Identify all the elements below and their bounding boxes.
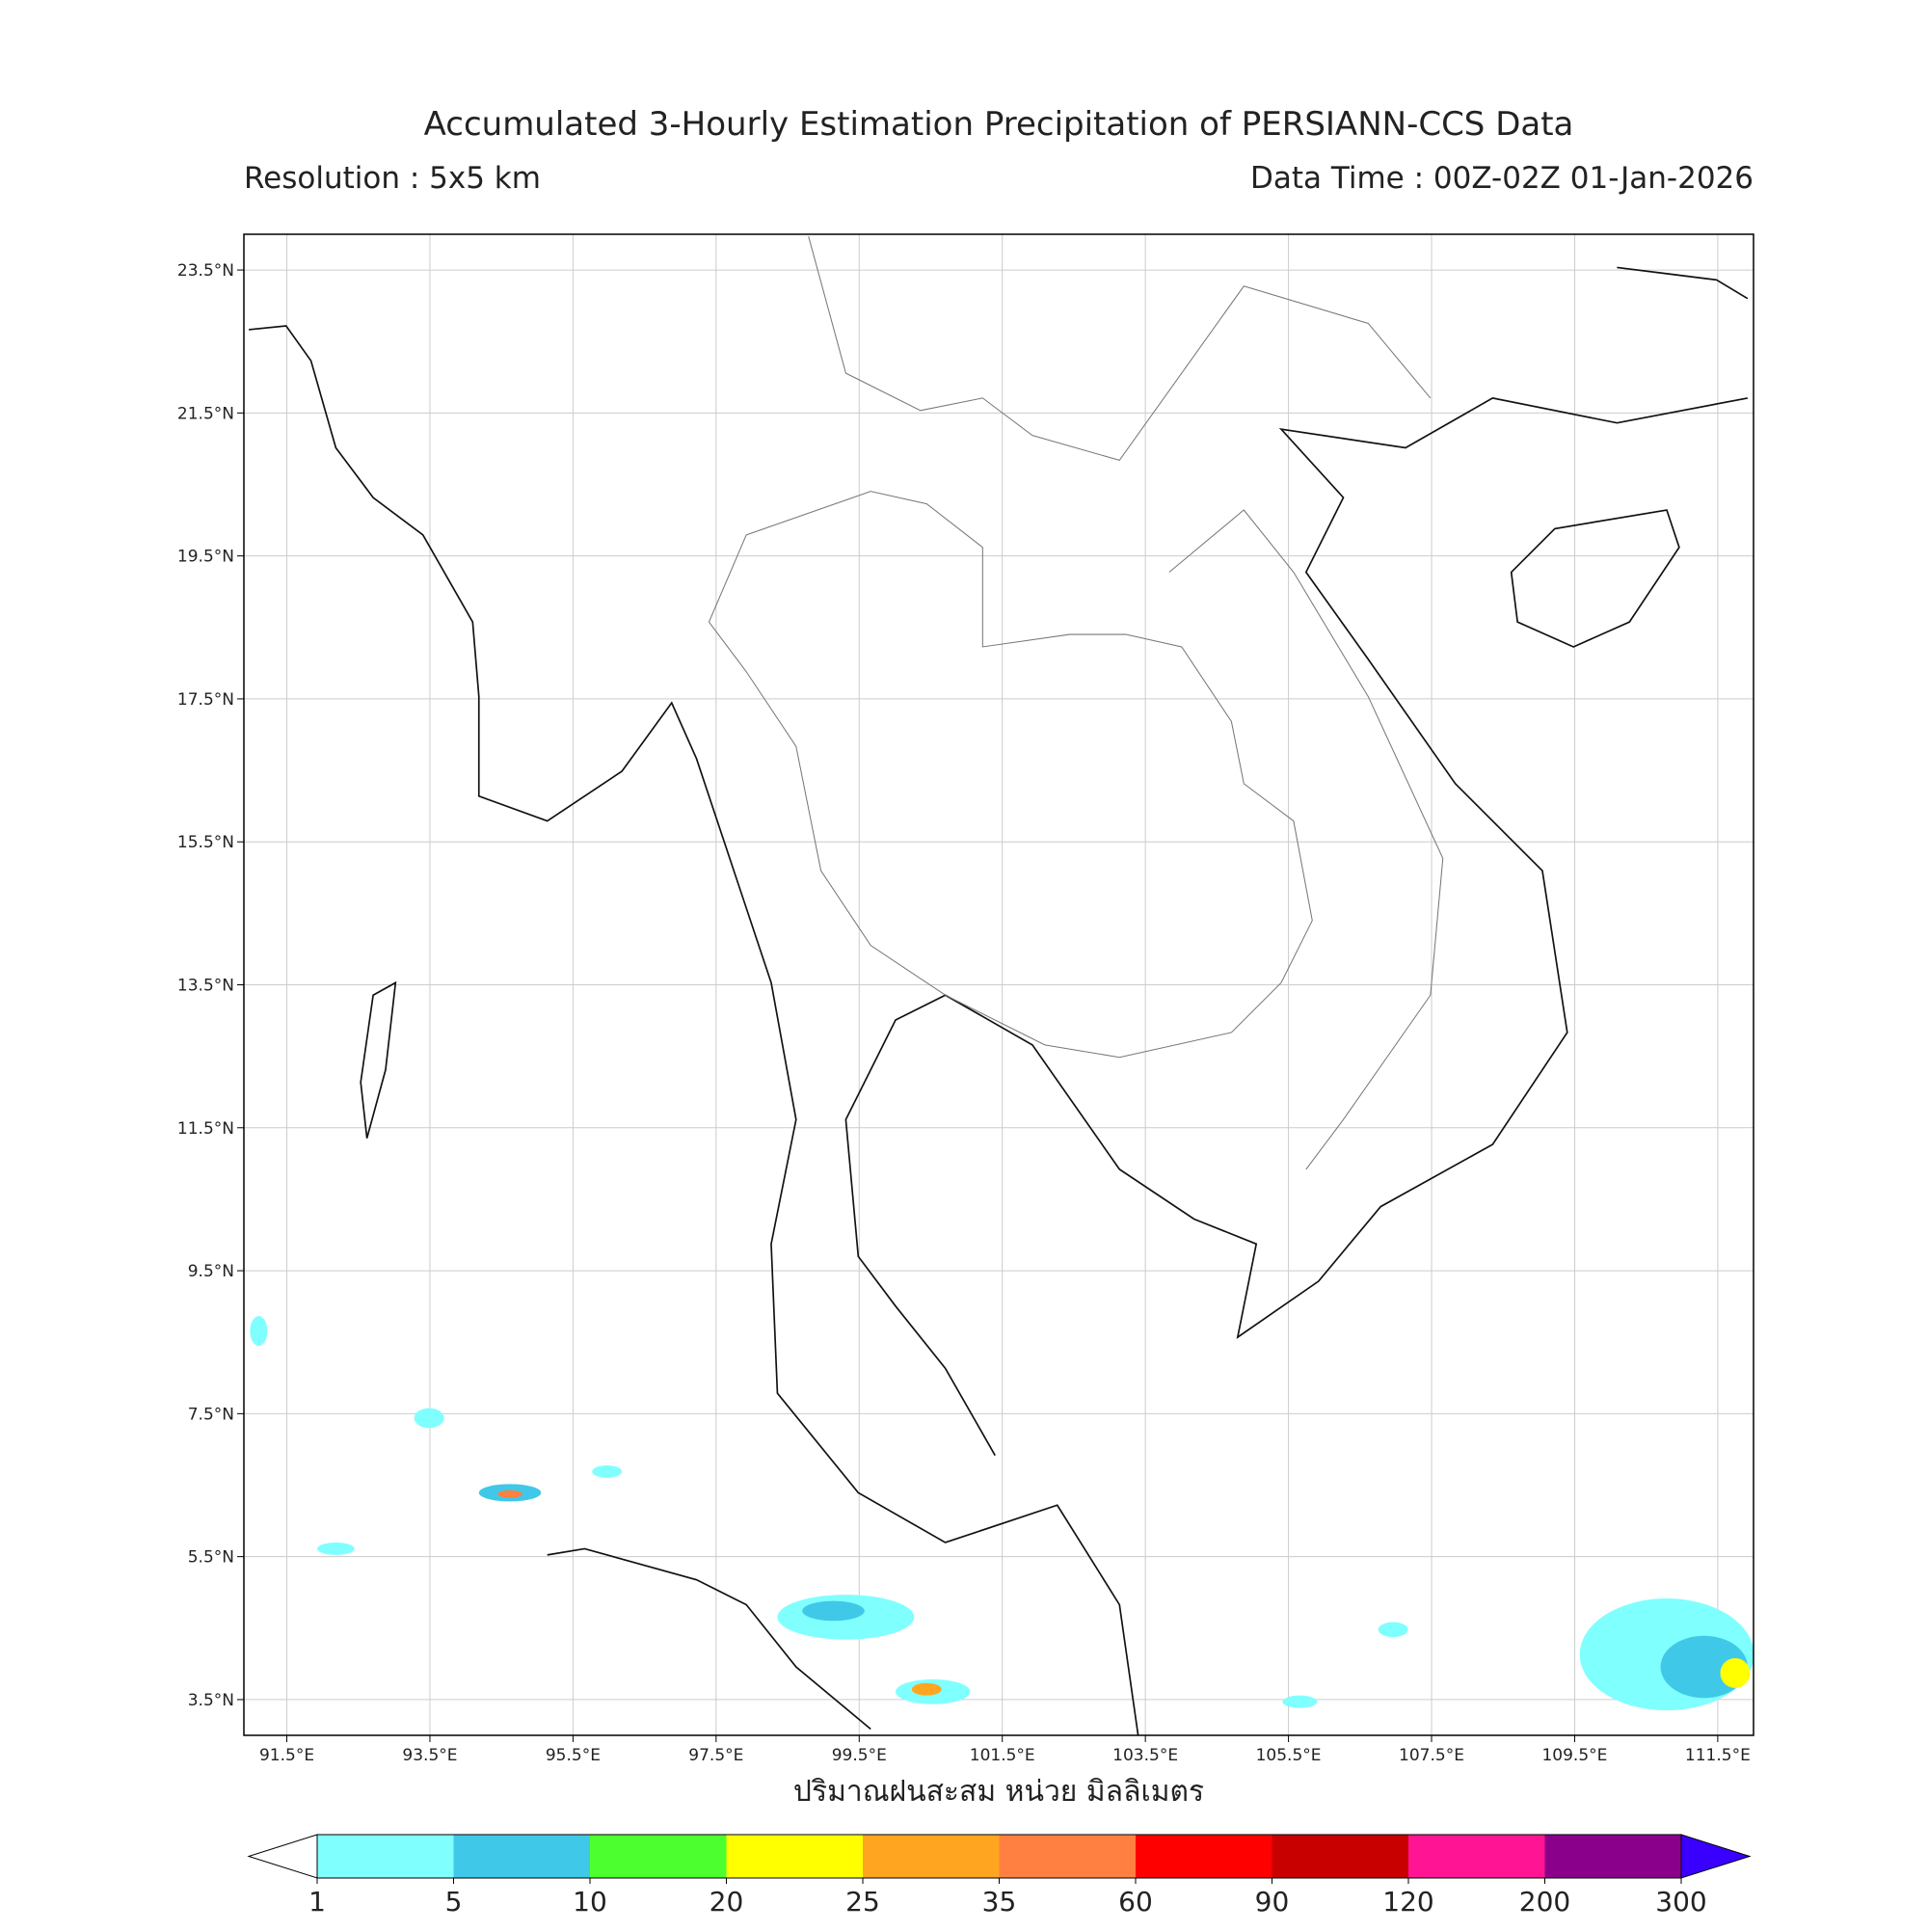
- x-tick-label: 103.5°E: [1112, 1746, 1178, 1765]
- x-tick-label: 101.5°E: [970, 1746, 1035, 1765]
- color-bin: [999, 1835, 1136, 1878]
- colorbar-label: 1: [308, 1886, 326, 1918]
- y-tick-label: 9.5°N: [188, 1262, 234, 1281]
- color-bin: [1136, 1835, 1272, 1878]
- rain-areas: [250, 1316, 1754, 1711]
- over-triangle: [1680, 1834, 1752, 1879]
- y-tick-label: 11.5°N: [177, 1119, 234, 1139]
- colorbar-label: 35: [982, 1886, 1017, 1918]
- y-tick-label: 23.5°N: [177, 261, 234, 281]
- title: Accumulated 3-Hourly Estimation Precipit…: [424, 105, 1574, 144]
- borders: [708, 236, 1444, 1170]
- color-bin: [1408, 1835, 1545, 1878]
- x-tick-label: 97.5°E: [688, 1746, 743, 1765]
- colorbar-label: 25: [845, 1886, 880, 1918]
- color-bin: [863, 1835, 1000, 1878]
- colorbar-label: 10: [573, 1886, 607, 1918]
- x-tick-label: 107.5°E: [1399, 1746, 1464, 1765]
- color-bin: [1272, 1835, 1408, 1878]
- coastlines: [248, 266, 1749, 1736]
- y-tick-label: 7.5°N: [188, 1405, 234, 1424]
- x-tick-label: 99.5°E: [832, 1746, 887, 1765]
- color-bin: [453, 1835, 590, 1878]
- colorbar-label: 120: [1382, 1886, 1433, 1918]
- y-tick-label: 21.5°N: [177, 404, 234, 423]
- colorbar: 1 5 10 20 25 35 60 90 120 200 300: [247, 1834, 1752, 1918]
- under-triangle: [247, 1834, 318, 1879]
- y-tick-label: 15.5°N: [177, 833, 234, 852]
- color-bin: [590, 1835, 727, 1878]
- colorbar-label: 90: [1255, 1886, 1290, 1918]
- colorbar-label: 20: [710, 1886, 744, 1918]
- color-bin: [1544, 1835, 1681, 1878]
- map-frame: [243, 233, 1754, 1736]
- y-tick-label: 19.5°N: [177, 548, 234, 567]
- colorbar-label: 5: [445, 1886, 463, 1918]
- x-tick-label: 91.5°E: [259, 1746, 314, 1765]
- colorbar-label: 200: [1519, 1886, 1570, 1918]
- x-tick-label: 95.5°E: [546, 1746, 601, 1765]
- grid: 91.5°E 93.5°E 95.5°E 97.5°E 99.5°E 101.5°E 103…: [177, 234, 1754, 1765]
- y-tick-label: 17.5°N: [177, 690, 234, 710]
- color-bin: [317, 1835, 454, 1878]
- y-tick-label: 5.5°N: [188, 1548, 234, 1568]
- data-time: Data Time : 00Z-02Z 01-Jan-2026: [1250, 161, 1754, 196]
- x-tick-label: 111.5°E: [1685, 1746, 1751, 1765]
- x-tick-label: 109.5°E: [1541, 1746, 1607, 1765]
- y-tick-label: 3.5°N: [188, 1691, 234, 1710]
- resolution: Resolution : 5x5 km: [244, 161, 541, 196]
- x-label: ปริมาณฝนสะสม หน่วย มิลลิเมตร: [793, 1775, 1204, 1809]
- y-tick-label: 13.5°N: [177, 977, 234, 996]
- colorbar-label: 60: [1118, 1886, 1153, 1918]
- colorbar-label: 300: [1655, 1886, 1706, 1918]
- color-bin: [726, 1835, 863, 1878]
- x-tick-label: 105.5°E: [1256, 1746, 1322, 1765]
- x-tick-label: 93.5°E: [402, 1746, 457, 1765]
